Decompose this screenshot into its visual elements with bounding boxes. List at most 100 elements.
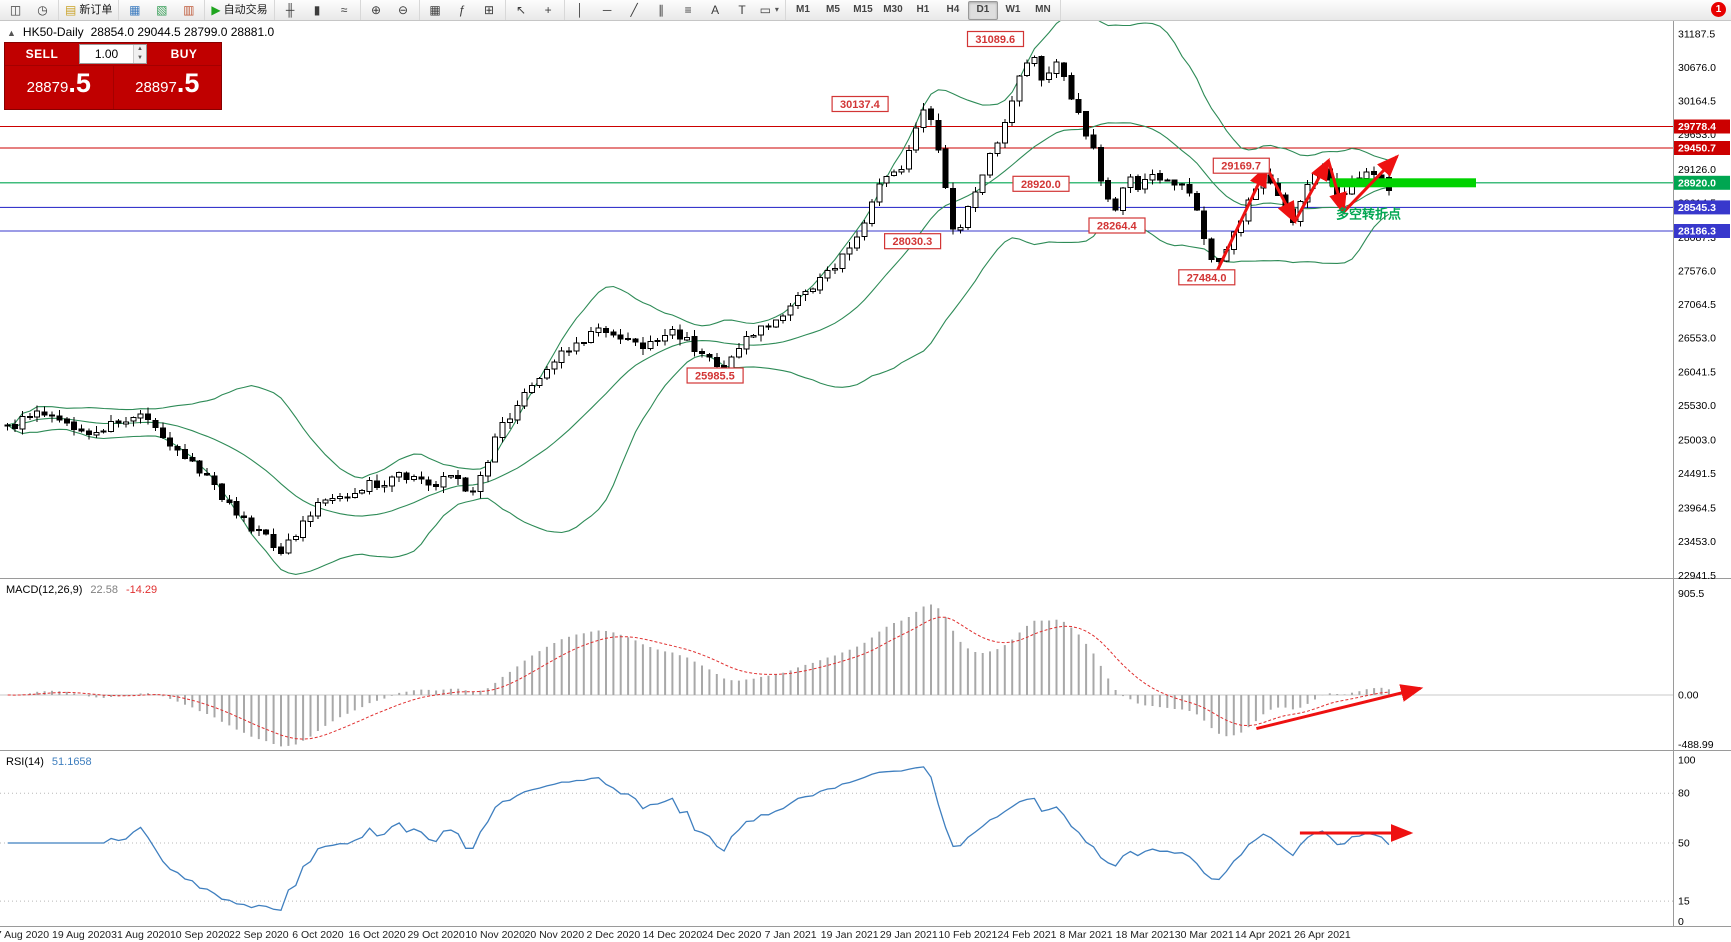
fibonacci-icon[interactable]: ≡ xyxy=(675,1,702,20)
templates-icon-glyph: ⊞ xyxy=(484,3,495,17)
volume-decrease-button[interactable]: ▼ xyxy=(134,54,146,63)
svg-text:28545.3: 28545.3 xyxy=(1678,202,1716,214)
toolbar-group: ▶ 自动交易 xyxy=(205,0,275,20)
horizontal-line-objects[interactable] xyxy=(0,125,1673,232)
annotation-text[interactable]: 多空转折点 xyxy=(1336,206,1401,221)
notifications-badge[interactable]: 1 xyxy=(1711,2,1726,17)
tf-d1[interactable]: D1 xyxy=(967,0,998,20)
label-icon[interactable]: T xyxy=(729,1,756,20)
svg-text:24 Feb 2021: 24 Feb 2021 xyxy=(997,929,1056,941)
svg-text:27484.0: 27484.0 xyxy=(1187,272,1227,284)
crosshair-icon-glyph: + xyxy=(544,3,552,17)
tile-windows-icon[interactable]: ▦ xyxy=(422,1,449,20)
toolbar-group: ⊕ ⊖ xyxy=(361,0,420,20)
tf-mn-label: MN xyxy=(1035,4,1051,15)
svg-text:50: 50 xyxy=(1678,838,1690,850)
tf-m5[interactable]: M5 xyxy=(818,1,848,20)
tile-windows-icon-glyph: ▦ xyxy=(429,3,441,17)
trend-arrows[interactable] xyxy=(1214,154,1400,274)
svg-text:22941.5: 22941.5 xyxy=(1678,570,1716,582)
date-axis: 7 Aug 2020 19 Aug 2020 31 Aug 2020 10 Sep 2… xyxy=(0,929,1351,941)
rsi-level-lines xyxy=(0,792,1673,902)
svg-text:28030.3: 28030.3 xyxy=(892,236,932,248)
tf-h1[interactable]: H1 xyxy=(908,1,938,20)
crosshair-icon[interactable]: + xyxy=(535,1,562,20)
volume-input[interactable] xyxy=(80,47,133,61)
candlestick-chart-icon[interactable]: ▮ xyxy=(304,1,331,20)
tf-m15[interactable]: M15 xyxy=(848,1,878,20)
price-callouts[interactable]: 31089.6 30137.4 29169.7 28920.0 28264.4 28030… xyxy=(686,30,1270,384)
tf-h1-label: H1 xyxy=(916,4,930,15)
svg-text:26041.5: 26041.5 xyxy=(1678,366,1716,378)
one-click-collapse-icon[interactable]: ▲ xyxy=(7,28,16,38)
sell-button[interactable]: 28879.5 xyxy=(5,66,113,109)
trendline-icon[interactable]: ╱ xyxy=(621,1,648,20)
text-icon[interactable]: A xyxy=(702,1,729,20)
svg-text:19 Jan 2021: 19 Jan 2021 xyxy=(821,929,879,941)
macd-axis: 905.5 0.00 -488.99 xyxy=(1678,588,1714,751)
autotrading-button-glyph: ▶ xyxy=(211,3,221,17)
svg-text:22 Sep 2020: 22 Sep 2020 xyxy=(229,929,289,941)
svg-text:25003.0: 25003.0 xyxy=(1678,434,1716,446)
volume-increase-button[interactable]: ▲ xyxy=(134,45,146,54)
navigator-icon-glyph: ▧ xyxy=(156,3,168,17)
tf-h4[interactable]: H4 xyxy=(938,1,968,20)
tf-mn[interactable]: MN xyxy=(1028,1,1058,20)
candlestick-chart-icon-glyph: ▮ xyxy=(313,3,321,17)
indicators-icon[interactable]: ƒ xyxy=(449,1,476,20)
tf-m1-label: M1 xyxy=(795,4,810,15)
svg-text:80: 80 xyxy=(1678,788,1690,800)
zoom-out-icon-glyph: ⊖ xyxy=(398,3,409,17)
shapes-icon[interactable]: ▭ ▾ xyxy=(756,1,783,20)
templates-icon[interactable]: ⊞ xyxy=(476,1,503,20)
zoom-in-icon-glyph: ⊕ xyxy=(371,3,382,17)
svg-text:31 Aug 2020: 31 Aug 2020 xyxy=(111,929,170,941)
line-chart-icon[interactable]: ≈ xyxy=(331,1,358,20)
tf-w1[interactable]: W1 xyxy=(998,1,1028,20)
tf-h4-label: H4 xyxy=(946,4,960,15)
svg-text:25530.0: 25530.0 xyxy=(1678,400,1716,412)
market-watch-icon[interactable]: ▦ xyxy=(121,1,148,20)
terminal-icon-glyph: ▥ xyxy=(183,3,195,17)
svg-text:10 Feb 2021: 10 Feb 2021 xyxy=(938,929,997,941)
svg-text:10 Nov 2020: 10 Nov 2020 xyxy=(465,929,525,941)
macd-trend-arrow[interactable] xyxy=(1256,684,1424,731)
price-pips: .5 xyxy=(176,68,200,98)
cursor-icon[interactable]: ↖ xyxy=(508,1,535,20)
price-axis-tags: 29778.4 29450.7 28920.0 28545.3 28186.3 xyxy=(1674,119,1730,238)
buy-button[interactable]: 28897.5 xyxy=(112,66,222,109)
svg-text:29 Jan 2021: 29 Jan 2021 xyxy=(880,929,938,941)
terminal-icon[interactable]: ▥ xyxy=(175,1,202,20)
zoom-out-icon[interactable]: ⊖ xyxy=(390,1,417,20)
toolbar-group: ▦ ƒ ⊞ xyxy=(420,0,506,20)
svg-text:7 Aug 2020: 7 Aug 2020 xyxy=(0,929,49,941)
toolbar-group: ↖ + xyxy=(506,0,565,20)
toolbar-group: ◫ ◷ xyxy=(0,0,59,20)
zoom-in-icon[interactable]: ⊕ xyxy=(363,1,390,20)
svg-text:19 Aug 2020: 19 Aug 2020 xyxy=(52,929,111,941)
horizontal-line-icon[interactable]: ─ xyxy=(594,1,621,20)
tf-m1[interactable]: M1 xyxy=(788,1,818,20)
new-chart-icon[interactable]: ◫ xyxy=(2,1,29,20)
new-order-button[interactable]: ▤ 新订单 xyxy=(61,1,116,20)
svg-text:18 Mar 2021: 18 Mar 2021 xyxy=(1116,929,1175,941)
autotrading-button[interactable]: ▶ 自动交易 xyxy=(207,1,271,20)
svg-text:23964.5: 23964.5 xyxy=(1678,503,1716,515)
svg-text:14 Apr 2021: 14 Apr 2021 xyxy=(1235,929,1292,941)
navigator-icon[interactable]: ▧ xyxy=(148,1,175,20)
bar-chart-icon[interactable]: ╫ xyxy=(277,1,304,20)
channel-icon[interactable]: ∥ xyxy=(648,1,675,20)
svg-text:28186.3: 28186.3 xyxy=(1678,225,1716,237)
tf-m5-label: M5 xyxy=(825,4,840,15)
shapes-icon-dropdown-arrow[interactable]: ▾ xyxy=(774,5,779,14)
svg-text:30676.0: 30676.0 xyxy=(1678,62,1716,74)
chart-profiles-icon[interactable]: ◷ xyxy=(29,1,56,20)
indicators-icon-glyph: ƒ xyxy=(458,3,466,17)
tf-m30[interactable]: M30 xyxy=(878,1,908,20)
toolbar-group: M1 M5 M15 M30 H1 H4 D1 W1 MN xyxy=(786,0,1061,20)
fibonacci-icon-glyph: ≡ xyxy=(684,3,692,17)
vertical-line-icon[interactable]: │ xyxy=(567,1,594,20)
svg-text:28264.4: 28264.4 xyxy=(1097,220,1138,232)
support-zone-band[interactable] xyxy=(1330,178,1476,188)
